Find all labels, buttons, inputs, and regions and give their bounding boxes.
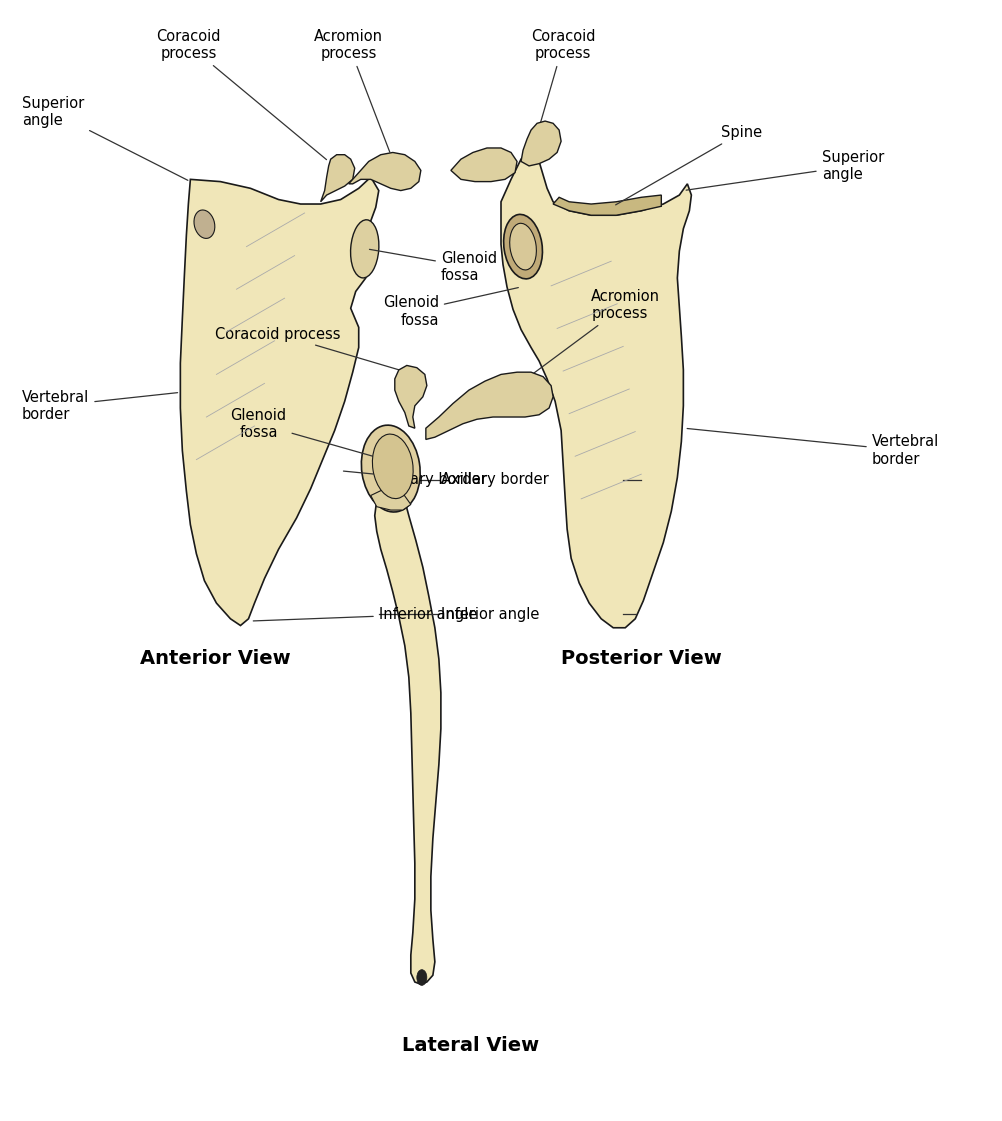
Text: Inferior angle: Inferior angle <box>254 606 477 622</box>
Text: Vertebral
border: Vertebral border <box>22 390 177 421</box>
Text: Glenoid
fossa: Glenoid fossa <box>370 249 497 282</box>
Polygon shape <box>371 484 411 510</box>
Text: Lateral View: Lateral View <box>403 1037 539 1056</box>
Text: Axillary border: Axillary border <box>441 472 549 488</box>
Polygon shape <box>553 195 661 215</box>
Polygon shape <box>451 148 517 182</box>
Polygon shape <box>501 150 691 628</box>
Ellipse shape <box>510 223 536 270</box>
Polygon shape <box>521 121 561 166</box>
Text: Anterior View: Anterior View <box>140 649 291 668</box>
Text: Superior
angle: Superior angle <box>22 96 188 180</box>
Text: Spine: Spine <box>615 124 763 205</box>
Text: Coracoid
process: Coracoid process <box>531 29 595 132</box>
Polygon shape <box>321 155 355 202</box>
Text: Posterior View: Posterior View <box>561 649 721 668</box>
Ellipse shape <box>351 220 379 278</box>
Text: Coracoid process: Coracoid process <box>215 326 404 371</box>
Text: Vertebral
border: Vertebral border <box>687 428 939 466</box>
Ellipse shape <box>417 970 427 985</box>
Text: Acromion
process: Acromion process <box>531 289 660 376</box>
Text: Acromion
process: Acromion process <box>315 29 390 152</box>
Polygon shape <box>349 152 421 191</box>
Text: Glenoid
fossa: Glenoid fossa <box>383 288 518 327</box>
Polygon shape <box>375 484 441 984</box>
Text: Inferior angle: Inferior angle <box>441 606 539 622</box>
Polygon shape <box>180 177 379 626</box>
Ellipse shape <box>373 434 413 499</box>
Polygon shape <box>395 365 427 428</box>
Text: Axillary border: Axillary border <box>344 471 487 488</box>
Text: Glenoid
fossa: Glenoid fossa <box>230 408 382 458</box>
Polygon shape <box>426 372 553 439</box>
Ellipse shape <box>362 425 420 512</box>
Ellipse shape <box>504 214 542 279</box>
Text: Superior
angle: Superior angle <box>686 150 884 191</box>
Ellipse shape <box>194 210 214 239</box>
Text: Coracoid
process: Coracoid process <box>156 29 327 159</box>
